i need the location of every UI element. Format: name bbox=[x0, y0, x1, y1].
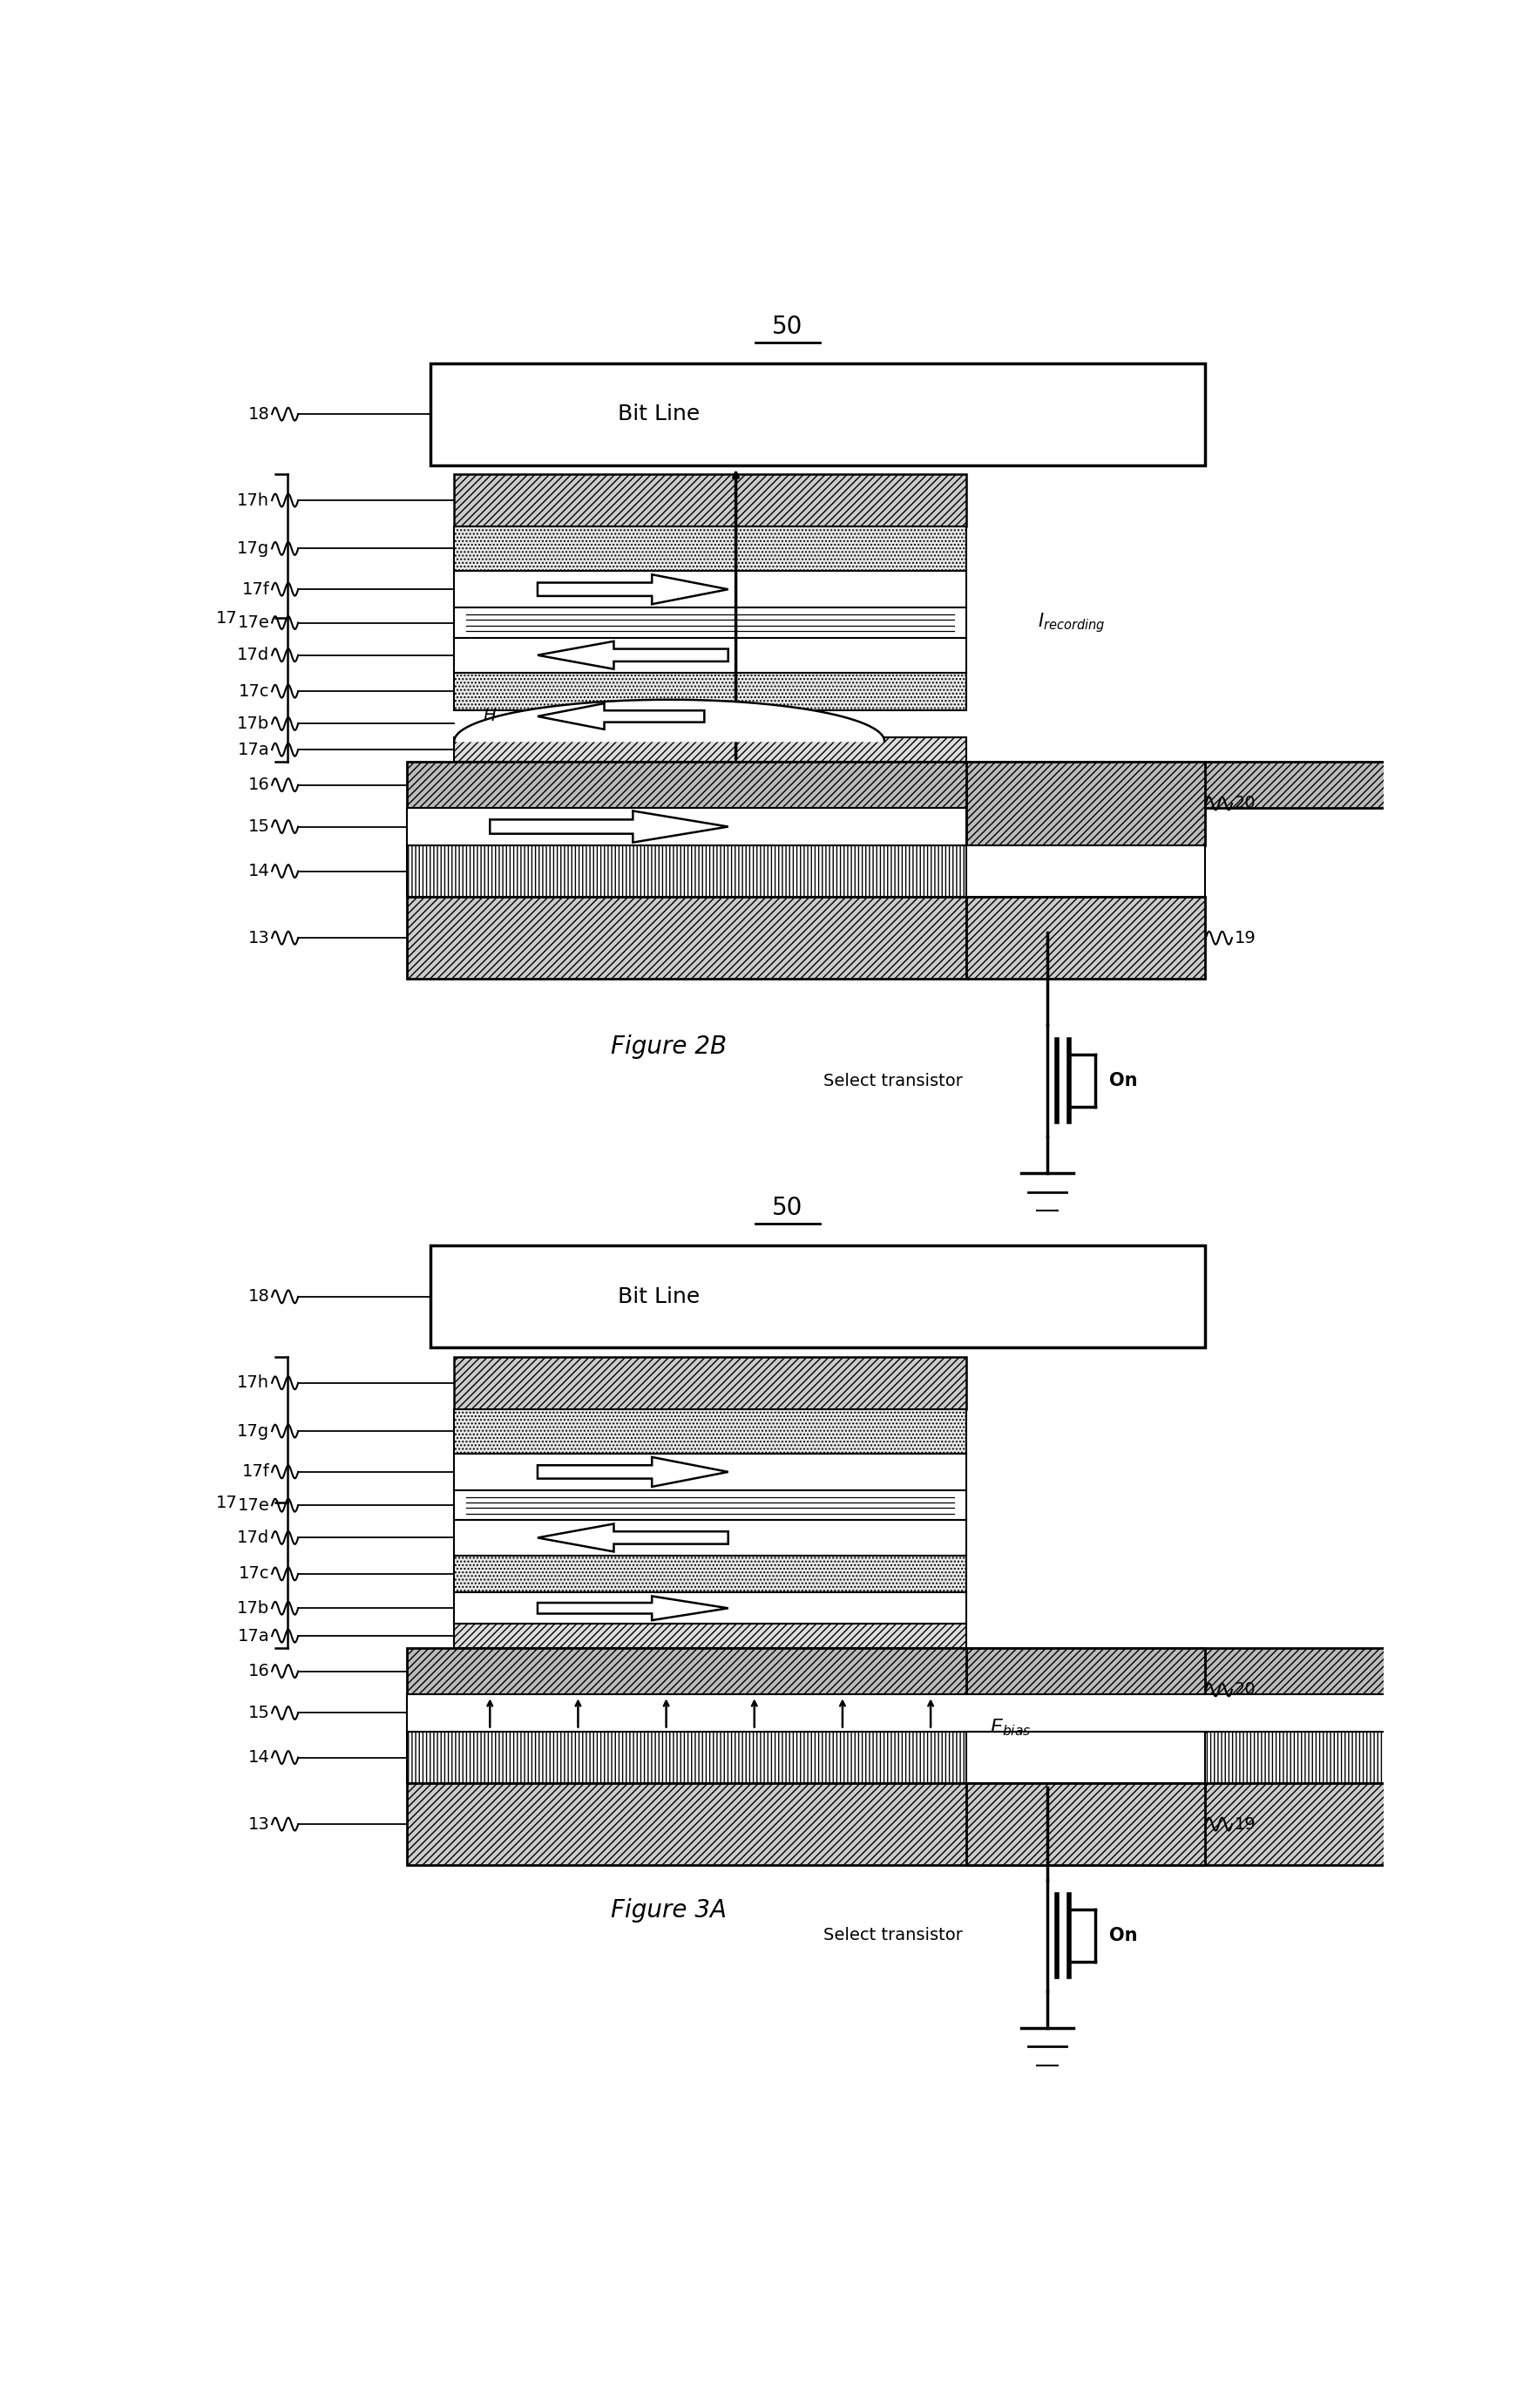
Bar bbox=[967, 898, 1205, 978]
Bar bbox=[406, 761, 1537, 809]
Text: 17a: 17a bbox=[238, 1628, 269, 1645]
Text: 17f: 17f bbox=[241, 1464, 269, 1481]
Bar bbox=[967, 845, 1205, 898]
Bar bbox=[406, 1784, 1537, 1864]
Text: 16: 16 bbox=[247, 778, 269, 792]
Polygon shape bbox=[538, 703, 704, 730]
Text: 19: 19 bbox=[1234, 929, 1256, 946]
Text: 17h: 17h bbox=[237, 491, 269, 508]
Bar bbox=[406, 1647, 1537, 1695]
Bar bbox=[455, 1556, 967, 1592]
Bar bbox=[430, 1245, 1205, 1348]
Bar bbox=[967, 1647, 1205, 1731]
Text: 17h: 17h bbox=[237, 1375, 269, 1392]
Text: 14: 14 bbox=[247, 1748, 269, 1765]
Text: $I_{recording}$: $I_{recording}$ bbox=[1037, 612, 1105, 633]
Text: 17e: 17e bbox=[238, 1498, 269, 1515]
Text: 15: 15 bbox=[247, 819, 269, 836]
Text: 17a: 17a bbox=[238, 742, 269, 759]
Text: 13: 13 bbox=[247, 1816, 269, 1832]
Text: 14: 14 bbox=[247, 862, 269, 879]
Text: 19: 19 bbox=[1234, 1816, 1256, 1832]
Text: 17g: 17g bbox=[237, 1423, 269, 1440]
Text: 18: 18 bbox=[247, 1288, 269, 1305]
Polygon shape bbox=[538, 576, 729, 604]
Text: 17d: 17d bbox=[237, 1529, 269, 1546]
Text: Figure 2B: Figure 2B bbox=[610, 1035, 727, 1060]
Bar bbox=[455, 1409, 967, 1454]
Bar bbox=[455, 1592, 967, 1623]
Bar bbox=[455, 607, 967, 638]
Text: 50: 50 bbox=[772, 315, 804, 340]
Bar bbox=[406, 1731, 1537, 1784]
Text: $E_{bias}$: $E_{bias}$ bbox=[990, 1717, 1031, 1739]
Text: On: On bbox=[1110, 1072, 1137, 1088]
Text: 17: 17 bbox=[215, 609, 237, 626]
Bar bbox=[455, 1623, 967, 1647]
Text: 16: 16 bbox=[247, 1664, 269, 1678]
Bar bbox=[406, 1695, 1537, 1731]
Text: 50: 50 bbox=[772, 1194, 804, 1221]
Text: 18: 18 bbox=[247, 407, 269, 421]
Text: 15: 15 bbox=[247, 1705, 269, 1722]
Bar bbox=[455, 638, 967, 672]
Text: 17b: 17b bbox=[237, 715, 269, 732]
Bar bbox=[967, 1731, 1205, 1784]
Bar bbox=[967, 761, 1205, 845]
Bar bbox=[455, 737, 967, 761]
Bar bbox=[455, 1519, 967, 1556]
Bar bbox=[967, 1784, 1205, 1864]
Bar bbox=[455, 672, 967, 710]
Text: Figure 3A: Figure 3A bbox=[610, 1898, 727, 1922]
Text: 17c: 17c bbox=[238, 1565, 269, 1582]
Polygon shape bbox=[538, 641, 729, 669]
Bar bbox=[406, 809, 967, 845]
Polygon shape bbox=[538, 1597, 729, 1621]
Bar bbox=[455, 527, 967, 571]
Text: 20: 20 bbox=[1234, 1681, 1256, 1698]
Text: Select transistor: Select transistor bbox=[824, 1072, 962, 1088]
Text: $\mathit{H}$: $\mathit{H}$ bbox=[483, 708, 496, 725]
Bar bbox=[455, 1454, 967, 1491]
Bar bbox=[406, 845, 967, 898]
Text: Select transistor: Select transistor bbox=[824, 1926, 962, 1943]
Polygon shape bbox=[490, 811, 729, 843]
Polygon shape bbox=[538, 1457, 729, 1486]
Text: 20: 20 bbox=[1234, 795, 1256, 811]
Text: 17c: 17c bbox=[238, 684, 269, 701]
Text: Bit Line: Bit Line bbox=[618, 405, 701, 424]
Text: 17: 17 bbox=[215, 1495, 237, 1510]
Text: 17b: 17b bbox=[237, 1599, 269, 1616]
Bar bbox=[406, 898, 967, 978]
Text: Bit Line: Bit Line bbox=[618, 1286, 701, 1308]
Text: 17e: 17e bbox=[238, 614, 269, 631]
Text: 17g: 17g bbox=[237, 539, 269, 556]
Bar bbox=[455, 1491, 967, 1519]
Text: 13: 13 bbox=[247, 929, 269, 946]
Text: 17d: 17d bbox=[237, 648, 269, 665]
Text: On: On bbox=[1110, 1926, 1137, 1943]
Polygon shape bbox=[455, 701, 884, 742]
Bar bbox=[455, 571, 967, 607]
Polygon shape bbox=[538, 1524, 729, 1551]
Bar bbox=[455, 474, 967, 527]
Bar bbox=[430, 364, 1205, 465]
Text: 17f: 17f bbox=[241, 580, 269, 597]
Bar bbox=[455, 1358, 967, 1409]
